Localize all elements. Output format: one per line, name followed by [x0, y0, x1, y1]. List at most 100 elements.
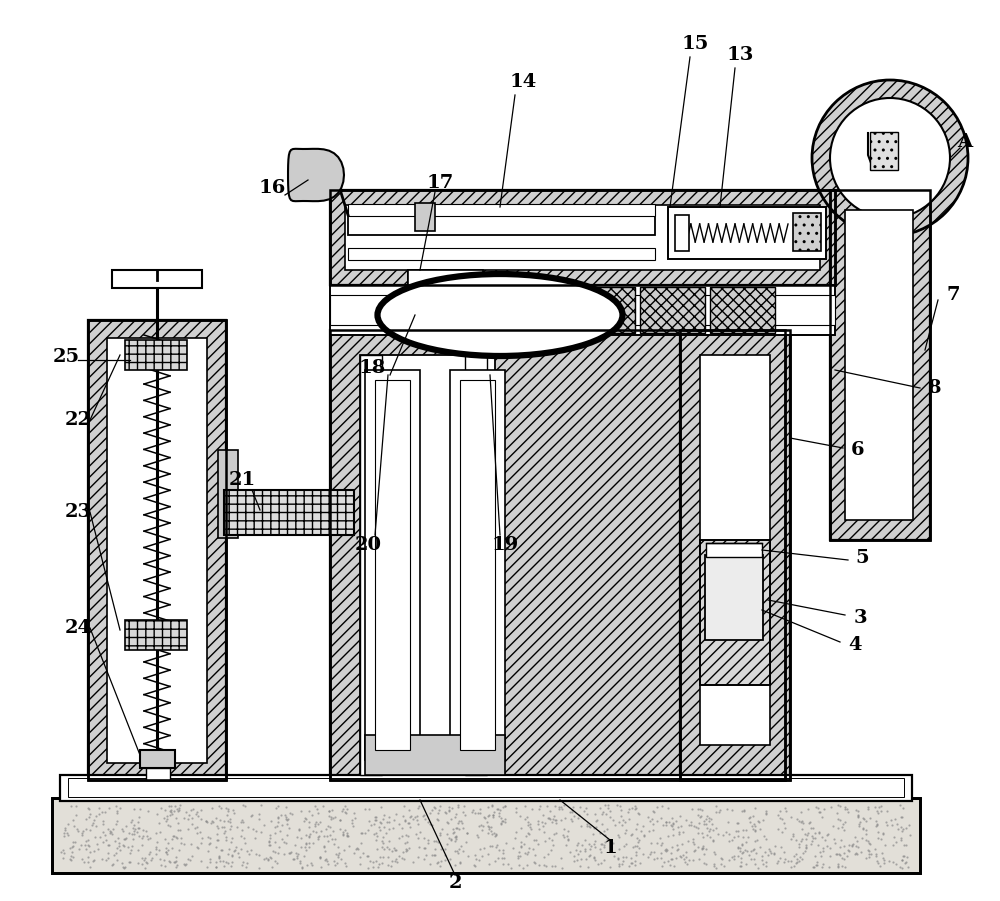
Point	[597, 835, 613, 850]
Point	[730, 841, 746, 855]
Point	[354, 826, 370, 841]
Point	[724, 850, 740, 864]
Point	[592, 825, 608, 840]
Point	[334, 804, 350, 818]
Point	[576, 804, 592, 818]
Point	[694, 842, 710, 856]
Point	[760, 848, 776, 862]
Point	[635, 847, 651, 861]
Point	[794, 832, 810, 846]
Point	[494, 814, 510, 828]
Point	[734, 846, 750, 860]
Point	[724, 803, 740, 817]
Point	[218, 830, 234, 844]
Point	[104, 858, 120, 872]
Point	[484, 799, 500, 814]
Point	[337, 856, 353, 870]
Point	[652, 831, 668, 845]
Point	[520, 815, 536, 829]
Point	[699, 809, 715, 824]
Point	[151, 842, 167, 857]
Point	[602, 804, 618, 818]
Point	[528, 833, 544, 847]
Point	[167, 855, 183, 869]
Point	[485, 808, 501, 823]
Point	[213, 842, 229, 857]
Point	[701, 811, 717, 825]
Point	[466, 858, 482, 872]
Point	[537, 816, 553, 831]
Point	[234, 813, 250, 827]
Point	[752, 822, 768, 836]
Point	[654, 799, 670, 814]
Point	[811, 825, 827, 840]
Point	[149, 806, 165, 821]
Point	[202, 836, 218, 851]
Point	[848, 846, 864, 860]
Point	[153, 801, 169, 815]
Point	[162, 808, 178, 823]
Point	[480, 847, 496, 861]
Point	[803, 837, 819, 851]
Point	[696, 846, 712, 860]
Point	[654, 835, 670, 850]
Point	[427, 800, 443, 815]
Point	[491, 843, 507, 858]
Point	[513, 821, 529, 835]
Point	[148, 847, 164, 861]
Point	[441, 804, 457, 818]
Point	[337, 805, 353, 819]
Point	[837, 802, 853, 816]
Point	[166, 829, 182, 843]
Point	[791, 853, 807, 868]
Point	[475, 819, 491, 833]
Point	[758, 832, 774, 846]
Point	[82, 806, 98, 821]
Point	[733, 851, 749, 865]
Point	[416, 841, 432, 855]
Point	[777, 801, 793, 815]
Point	[370, 860, 386, 874]
Point	[877, 838, 893, 852]
Point	[333, 851, 349, 866]
Point	[850, 804, 866, 818]
Bar	[408, 270, 483, 298]
Point	[809, 858, 825, 872]
Point	[415, 808, 431, 823]
Point	[598, 807, 614, 822]
Point	[331, 846, 347, 860]
Point	[624, 801, 640, 815]
Bar	[830, 190, 930, 540]
Point	[733, 855, 749, 869]
Point	[599, 833, 615, 847]
Point	[125, 832, 141, 846]
Point	[386, 841, 402, 855]
Point	[698, 857, 714, 871]
Text: 6: 6	[851, 441, 865, 459]
Point	[341, 839, 357, 853]
Point	[366, 816, 382, 831]
Point	[212, 854, 228, 869]
Point	[698, 842, 714, 856]
Point	[707, 847, 723, 861]
Bar	[793, 213, 821, 251]
Point	[791, 836, 807, 851]
Point	[162, 819, 178, 833]
Point	[378, 825, 394, 840]
Point	[104, 827, 120, 842]
Point	[178, 805, 194, 819]
Point	[813, 849, 829, 863]
Point	[543, 842, 559, 857]
Point	[566, 854, 582, 869]
Point	[896, 849, 912, 863]
Point	[861, 851, 877, 865]
Text: 17: 17	[426, 174, 454, 192]
Point	[563, 812, 579, 826]
Point	[701, 824, 717, 839]
Point	[253, 798, 269, 813]
Point	[78, 833, 94, 848]
Point	[750, 814, 766, 828]
Point	[432, 799, 448, 814]
Point	[694, 803, 710, 817]
Point	[375, 830, 391, 844]
